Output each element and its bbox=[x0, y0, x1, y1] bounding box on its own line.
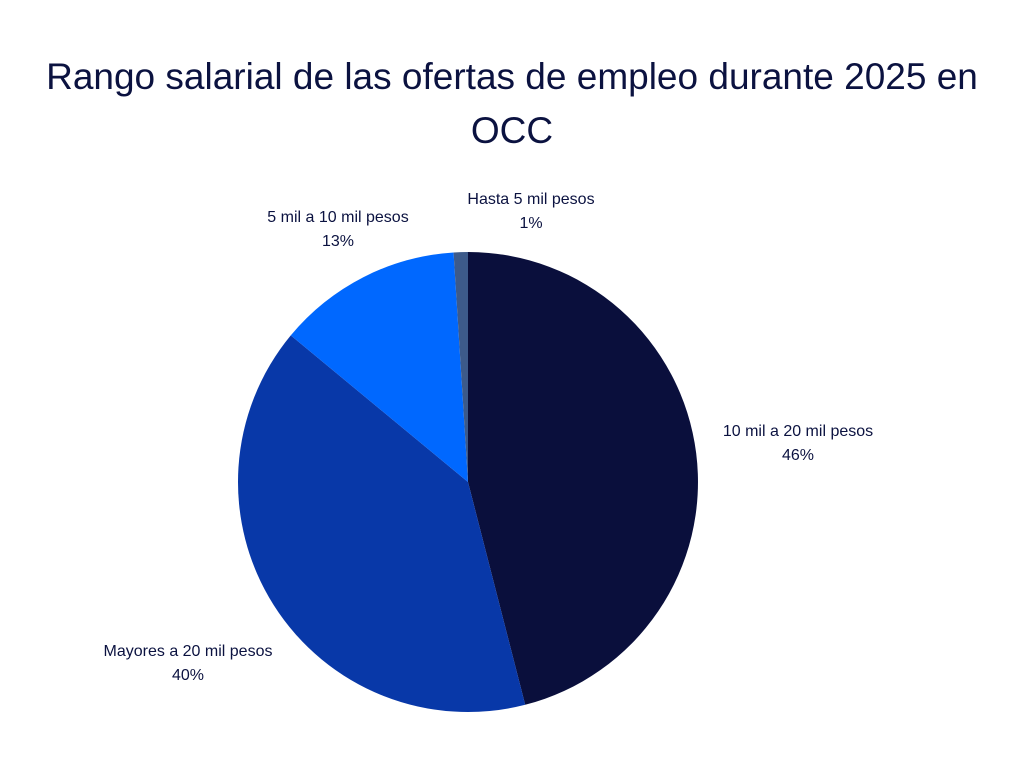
slice-label: 5 mil a 10 mil pesos bbox=[267, 209, 408, 226]
pie-slice bbox=[468, 252, 698, 705]
slice-value-label: 40% bbox=[172, 667, 204, 684]
pie-slice bbox=[237, 335, 526, 712]
pie-slices bbox=[237, 251, 698, 712]
slice-value-label: 13% bbox=[322, 233, 354, 250]
pie-slice bbox=[453, 251, 468, 482]
pie-labels: 10 mil a 20 mil pesos 46% Mayores a 20 mil… bbox=[104, 191, 874, 684]
pie-slice bbox=[290, 252, 468, 482]
slice-value-label: 1% bbox=[519, 215, 542, 232]
slice-value-label: 46% bbox=[782, 447, 814, 464]
slice-label: Mayores a 20 mil pesos bbox=[104, 643, 273, 660]
slice-label: 10 mil a 20 mil pesos bbox=[723, 423, 873, 440]
slice-label: Hasta 5 mil pesos bbox=[467, 191, 594, 208]
chart-title: Rango salarial de las ofertas de empleo … bbox=[46, 56, 978, 151]
